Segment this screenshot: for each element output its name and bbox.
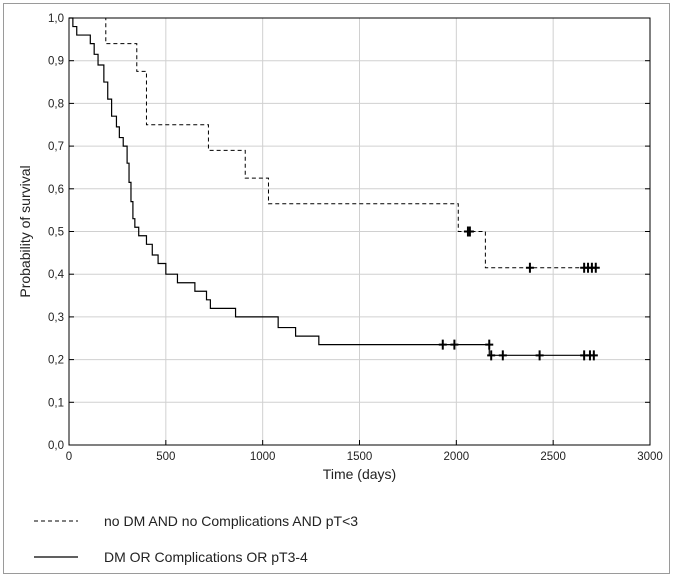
censor-mark <box>589 350 598 361</box>
censor-mark <box>498 350 507 361</box>
y-tick-label: 0,2 <box>48 355 64 367</box>
chart-frame <box>3 3 670 574</box>
censor-mark <box>465 226 474 237</box>
y-tick-label: 0,6 <box>48 184 64 196</box>
x-axis-title: Time (days) <box>323 466 396 482</box>
x-tick-label: 2500 <box>540 451 566 463</box>
legend-label-group-1: no DM AND no Complications AND pT<3 <box>104 513 358 529</box>
y-tick-label: 0,5 <box>48 227 64 239</box>
censor-mark <box>487 350 496 361</box>
grid <box>69 18 650 445</box>
x-tick-label: 1000 <box>250 451 276 463</box>
censor-mark <box>525 262 534 273</box>
legend-label-group-2: DM OR Complications OR pT3-4 <box>104 549 308 565</box>
y-tick-label: 1,0 <box>48 13 64 25</box>
censor-mark <box>591 262 600 273</box>
axis-ticks: 0 500 1000 1500 2000 2500 3000 0,0 0,1 0,2 0,3 0,4 0… <box>48 13 663 463</box>
x-tick-label: 3000 <box>637 451 663 463</box>
y-tick-label: 0,4 <box>48 269 65 281</box>
y-tick-label: 0,1 <box>48 397 64 409</box>
y-tick-label: 0,7 <box>48 141 64 153</box>
y-tick-label: 0,3 <box>48 312 64 324</box>
y-tick-label: 0,0 <box>48 440 64 452</box>
series-2 <box>69 17 598 361</box>
x-tick-label: 0 <box>66 451 72 463</box>
series-layer <box>69 17 600 361</box>
y-tick-label: 0,8 <box>48 98 64 110</box>
series-line <box>69 17 596 269</box>
x-tick-label: 1500 <box>347 451 373 463</box>
censor-mark <box>485 339 494 350</box>
x-tick-label: 2000 <box>444 451 470 463</box>
series-1 <box>69 17 600 273</box>
censor-mark <box>438 339 447 350</box>
series-line <box>69 17 594 356</box>
censor-mark <box>535 350 544 361</box>
y-axis-title: Probability of survival <box>17 165 33 297</box>
legend: no DM AND no Complications AND pT<3 DM O… <box>34 513 358 565</box>
censor-mark <box>450 339 459 350</box>
x-tick-label: 500 <box>156 451 175 463</box>
y-tick-label: 0,9 <box>48 56 64 68</box>
